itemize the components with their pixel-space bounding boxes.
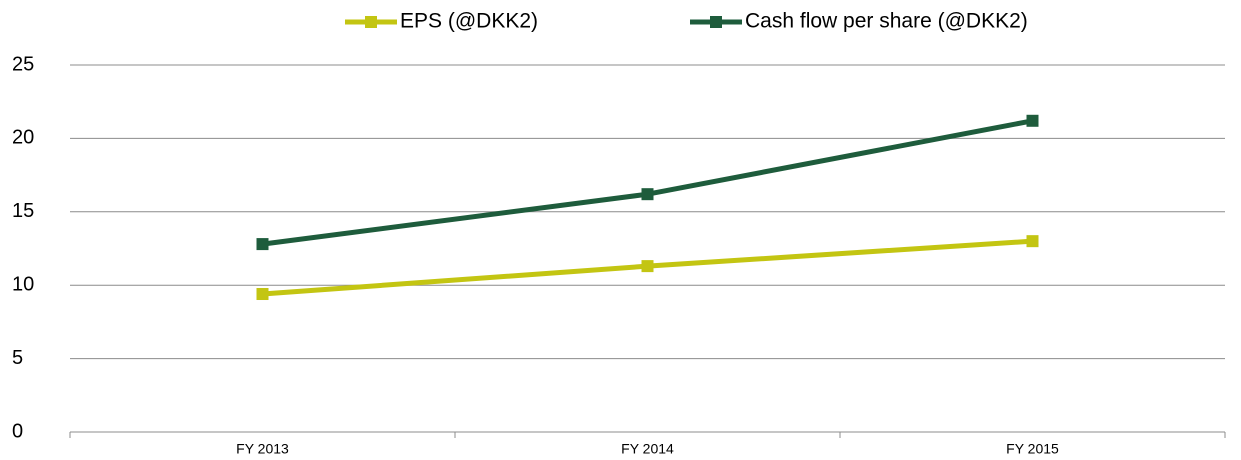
legend-label: EPS (@DKK2) — [400, 10, 538, 33]
x-tick-label: FY 2013 — [236, 441, 289, 457]
y-tick-label: 25 — [12, 53, 34, 75]
y-tick-label: 15 — [12, 200, 34, 222]
point-marker — [256, 238, 269, 251]
point-marker — [641, 188, 654, 201]
point-marker — [1026, 114, 1039, 127]
y-tick-label: 5 — [12, 347, 23, 369]
legend-marker — [710, 16, 722, 28]
legend-marker — [365, 16, 377, 28]
series-line — [262, 118, 1033, 247]
x-tick-label: FY 2015 — [1006, 441, 1059, 457]
x-tick-label: FY 2014 — [621, 441, 674, 457]
point-marker — [256, 288, 269, 301]
point-marker — [641, 260, 654, 273]
y-tick-label: 10 — [12, 273, 34, 295]
y-tick-label: 0 — [12, 420, 23, 442]
y-tick-label: 20 — [12, 127, 34, 149]
point-marker — [1026, 235, 1039, 248]
legend-label: Cash flow per share (@DKK2) — [745, 10, 1028, 33]
